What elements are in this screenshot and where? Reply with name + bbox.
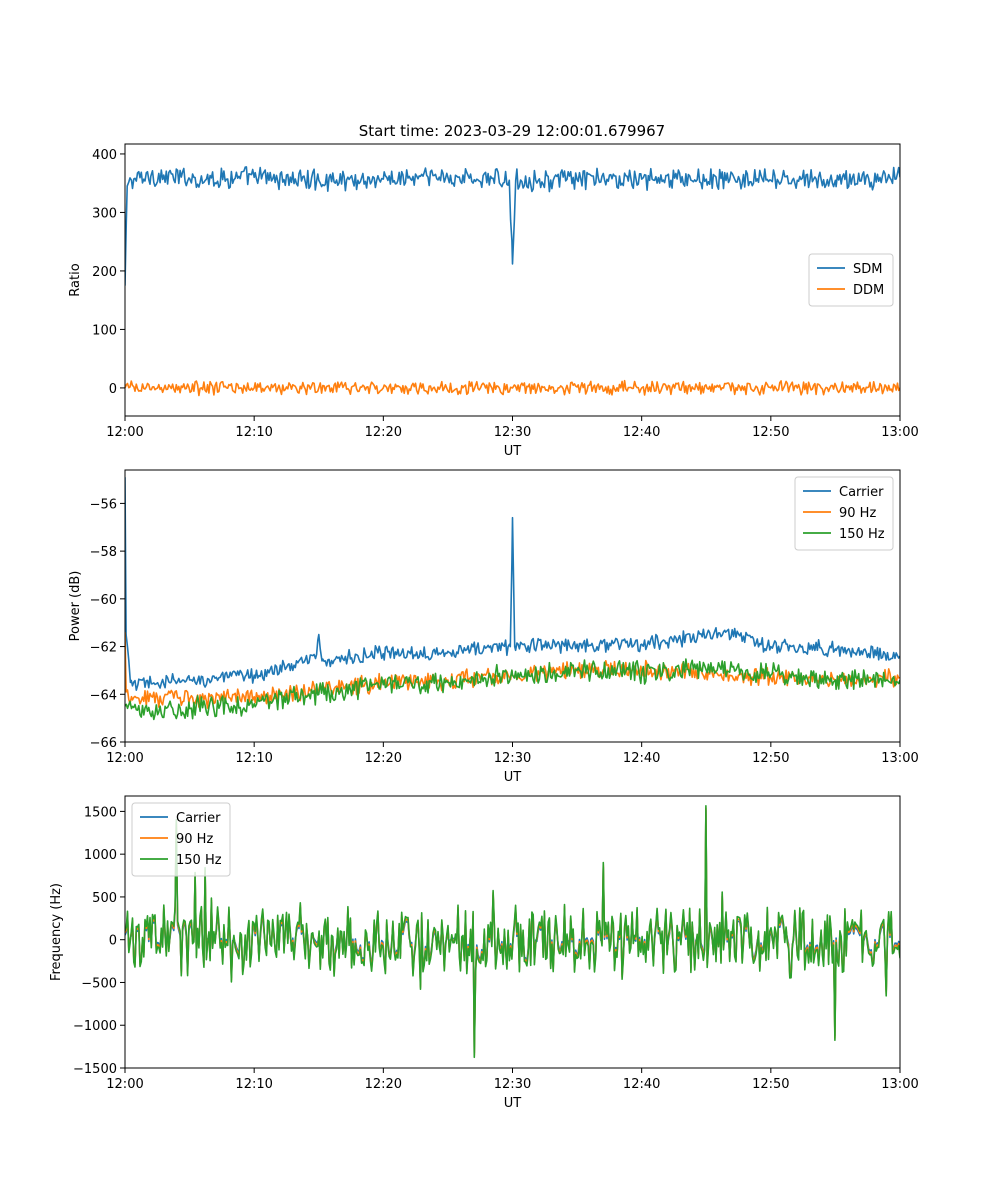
x-tick-label: 12:20: [365, 751, 402, 766]
legend-box: [794, 476, 894, 551]
y-tick-label: 0: [109, 934, 117, 949]
series-group: [125, 166, 900, 397]
legend-label: DDM: [853, 283, 884, 298]
x-tick-label: 12:00: [106, 425, 143, 440]
x-tick-label: 12:40: [623, 1077, 660, 1092]
legend-label: Carrier: [176, 811, 221, 826]
panel-2: 12:00 12:10 12:20 12:30 12:40 12:50 13:00 −66 −6…: [68, 469, 919, 785]
legend-label: 150 Hz: [839, 527, 885, 542]
panels: 12:00 12:10 12:20 12:30 12:40 12:50 13:00 0 100 2…: [49, 143, 919, 1111]
y-tick-label: −64: [90, 688, 117, 703]
x-tick-label: 12:40: [623, 751, 660, 766]
x-tick-label: 12:10: [235, 751, 272, 766]
series-line-ddm: [125, 379, 900, 397]
y-tick-label: −66: [90, 736, 117, 751]
x-tick-label: 12:50: [752, 425, 789, 440]
x-tick-label: 12:00: [106, 1077, 143, 1092]
series-group: [125, 804, 900, 1059]
legend: SDM DDM: [808, 253, 894, 307]
y-tick-label: 200: [92, 265, 117, 280]
y-tick-label: 500: [92, 891, 117, 906]
x-tick-label: 12:30: [494, 751, 531, 766]
legend-label: Carrier: [839, 485, 884, 500]
legend-label: 90 Hz: [839, 506, 876, 521]
plot-frame: [124, 469, 901, 743]
figure-title: Start time: 2023-03-29 12:00:01.679967: [359, 122, 665, 140]
x-tick-label: 12:30: [494, 425, 531, 440]
panel-1: 12:00 12:10 12:20 12:30 12:40 12:50 13:00 0 100 2…: [68, 143, 919, 459]
x-tick-label: 12:40: [623, 425, 660, 440]
y-tick-label: −1500: [73, 1062, 117, 1077]
y-tick-label: 100: [92, 323, 117, 338]
x-axis-label: UT: [504, 1096, 522, 1111]
legend-box: [808, 253, 894, 307]
x-tick-label: 13:00: [881, 751, 918, 766]
x-tick-label: 12:20: [365, 425, 402, 440]
y-tick-label: −1000: [73, 1019, 117, 1034]
x-tick-label: 13:00: [881, 1077, 918, 1092]
y-tick-label: 1500: [84, 805, 117, 820]
y-axis-label: Ratio: [68, 263, 83, 296]
series-group: [125, 477, 900, 721]
legend-label: SDM: [853, 262, 882, 277]
y-axis-label: Power (dB): [68, 571, 83, 642]
legend-label: 90 Hz: [176, 832, 213, 847]
y-tick-label: 300: [92, 206, 117, 221]
panel-3: 12:00 12:10 12:20 12:30 12:40 12:50 13:00 −1500…: [49, 795, 919, 1111]
y-tick-label: 1000: [84, 848, 117, 863]
legend: Carrier 90 Hz 150 Hz: [794, 476, 894, 551]
x-tick-label: 13:00: [881, 425, 918, 440]
y-tick-label: −62: [90, 641, 117, 656]
y-tick-label: −60: [90, 593, 117, 608]
x-tick-label: 12:20: [365, 1077, 402, 1092]
series-line-sdm: [125, 166, 900, 286]
plot-frame: [124, 143, 901, 417]
y-axis-label: Frequency (Hz): [49, 883, 64, 981]
y-tick-label: 400: [92, 148, 117, 163]
series-line-carrier: [125, 477, 900, 692]
legend: Carrier 90 Hz 150 Hz: [131, 802, 231, 877]
plot-frame: [124, 795, 901, 1069]
y-tick-label: 0: [109, 382, 117, 397]
x-tick-label: 12:10: [235, 425, 272, 440]
legend-label: 150 Hz: [176, 853, 222, 868]
x-tick-label: 12:00: [106, 751, 143, 766]
y-tick-label: −56: [90, 497, 117, 512]
x-tick-label: 12:50: [752, 1077, 789, 1092]
series-line-150-hz: [125, 658, 900, 721]
x-tick-label: 12:10: [235, 1077, 272, 1092]
y-tick-label: −58: [90, 545, 117, 560]
x-axis-label: UT: [504, 444, 522, 459]
x-axis-label: UT: [504, 770, 522, 785]
y-tick-label: −500: [81, 976, 117, 991]
legend-box: [131, 802, 231, 877]
x-tick-label: 12:30: [494, 1077, 531, 1092]
x-tick-label: 12:50: [752, 751, 789, 766]
series-line-150-hz: [125, 804, 900, 1059]
